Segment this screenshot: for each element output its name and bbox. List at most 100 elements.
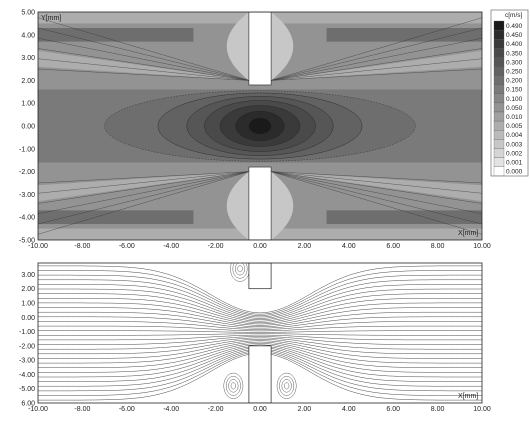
streamline-eddy-2 xyxy=(232,263,248,279)
contour-fan-line xyxy=(271,171,482,184)
streamline xyxy=(38,311,482,327)
streamline xyxy=(38,284,482,319)
colorbar-swatch xyxy=(493,75,505,85)
contour-fan-line xyxy=(38,17,249,81)
colorbar-level-label: 0.005 xyxy=(506,123,523,130)
streamline xyxy=(38,325,482,332)
colorbar-swatch xyxy=(493,130,505,140)
colorbar-swatch xyxy=(493,102,505,113)
contour-fan-line xyxy=(38,171,249,225)
colorbar-swatch xyxy=(493,139,505,149)
colorbar-swatch xyxy=(493,84,505,94)
streamline-x-tick: -6.00 xyxy=(119,406,135,413)
contour-x-tick: 8.00 xyxy=(431,243,445,250)
contour-y-tick: -3.00 xyxy=(19,192,35,199)
contour-plot-frame xyxy=(37,11,483,241)
contour-fan-line xyxy=(271,58,482,81)
contour-lobe-corner-ur xyxy=(271,12,294,81)
colorbar-legend: c[m/s] 0.490 0.450 0.400 0.350 0.300 0.250 0.2… xyxy=(490,9,529,177)
colorbar-swatch xyxy=(493,166,505,176)
streamline xyxy=(38,302,482,325)
streamline xyxy=(38,307,482,326)
contour-y-tick: 1.00 xyxy=(21,101,35,108)
streamline-eddy-1 xyxy=(284,382,290,390)
colorbar-level-label: 0.450 xyxy=(506,32,523,39)
contour-lobe-lower-right xyxy=(271,171,482,202)
colorbar-level-label: 0.200 xyxy=(506,78,523,85)
contour-y-tick: 3.00 xyxy=(21,55,35,62)
streamline-y-tick: 6.00 xyxy=(21,401,35,408)
colorbar-level-label: 0.350 xyxy=(506,50,523,57)
colorbar-level-label: 0.010 xyxy=(506,114,523,121)
colorbar-level-label: 0.100 xyxy=(506,96,523,103)
streamline xyxy=(38,333,482,336)
contour-y-tick: -5.00 xyxy=(19,238,35,245)
streamline xyxy=(38,298,482,323)
contour-obstacle-0 xyxy=(248,12,272,86)
contour-y-tick: -1.00 xyxy=(19,146,35,153)
contour-x-tick-labels: -10.00 -8.00 -6.00 -4.00 -2.00 0.00 2.00 4.00 6.… xyxy=(28,243,491,250)
streamline-eddy-1 xyxy=(281,379,292,393)
streamline-plot-frame xyxy=(37,262,483,404)
streamline-x-tick: -4.00 xyxy=(163,406,179,413)
streamline-y-tick: -3.00 xyxy=(19,358,35,365)
contour-lobe-corner-ul xyxy=(226,12,249,81)
streamline xyxy=(38,344,482,373)
colorbar-swatch xyxy=(493,29,505,40)
streamline-y-tick-labels: 3.00 2.00 1.00 0.00 -1.00 -2.00 -3.00 -4.00 -5.0… xyxy=(19,272,35,408)
contour-x-tick: -8.00 xyxy=(74,243,90,250)
contour-x-tick: -10.00 xyxy=(28,243,48,250)
streamline-y-tick: 3.00 xyxy=(21,272,35,279)
contour-fan-line xyxy=(271,38,482,81)
contour-y-axis-label: Y[mm] xyxy=(41,15,61,22)
streamline xyxy=(38,265,482,314)
contour-fan-line xyxy=(38,27,249,81)
streamline xyxy=(38,341,482,364)
contour-y-tick: 0.00 xyxy=(21,124,35,131)
streamline-x-axis-label: X[mm] xyxy=(458,393,478,400)
colorbar-swatch xyxy=(493,120,505,131)
streamline-eddy-1 xyxy=(279,376,295,396)
streamline xyxy=(38,316,482,329)
streamline-y-tick: -4.00 xyxy=(19,372,35,379)
contour-y-tick-labels: 5.00 4.00 3.00 2.00 1.00 0.00 -1.00 -2.00 -3.00 -… xyxy=(19,10,35,245)
contour-fan-line xyxy=(271,68,482,81)
streamline-x-tick: 8.00 xyxy=(431,406,445,413)
colorbar-swatch xyxy=(493,111,505,122)
streamline-x-tick-labels: -10.00 -8.00 -6.00 -4.00 -2.00 0.00 2.00 4.00 6.… xyxy=(28,406,491,413)
streamline xyxy=(38,336,482,345)
contour-fan-line xyxy=(271,171,482,204)
contour-x-tick: -6.00 xyxy=(119,243,135,250)
contour-y-tick: 4.00 xyxy=(21,32,35,39)
contour-y-tick: -4.00 xyxy=(19,215,35,222)
streamline-eddy-0 xyxy=(230,382,236,390)
contour-obstacle-1 xyxy=(248,166,272,240)
streamline-obstacle-1 xyxy=(248,345,272,403)
colorbar-swatch xyxy=(493,48,505,58)
contour-fan-line xyxy=(38,68,249,81)
contour-lobe-lower-left xyxy=(38,171,249,202)
streamline xyxy=(38,334,482,341)
streamline-x-tick: 6.00 xyxy=(386,406,400,413)
streamline-chart: -10.00 -8.00 -6.00 -4.00 -2.00 0.00 2.00 4.00 6.… xyxy=(19,262,491,413)
streamline-eddy-1 xyxy=(276,372,297,399)
streamline xyxy=(38,340,482,359)
contour-fan-line xyxy=(38,171,249,235)
streamline xyxy=(38,321,482,330)
streamline-plot-area xyxy=(38,263,482,403)
contour-plot-area xyxy=(38,12,482,240)
contour-fan-line xyxy=(271,171,482,235)
streamline-y-tick: 0.00 xyxy=(21,315,35,322)
contour-lobe-corner-lr xyxy=(271,171,294,240)
contour-lobe-corner-ll xyxy=(226,171,249,240)
streamline xyxy=(38,337,482,350)
colorbar-level-label: 0.250 xyxy=(506,69,523,76)
streamline-y-tick: -2.00 xyxy=(19,343,35,350)
streamline-x-tick: 2.00 xyxy=(298,406,312,413)
colorbar-level-label: 0.003 xyxy=(506,141,523,148)
streamline xyxy=(38,343,482,368)
contour-fan-line xyxy=(271,171,482,225)
contour-fan-line xyxy=(38,171,249,194)
contour-fan-line xyxy=(271,27,482,81)
